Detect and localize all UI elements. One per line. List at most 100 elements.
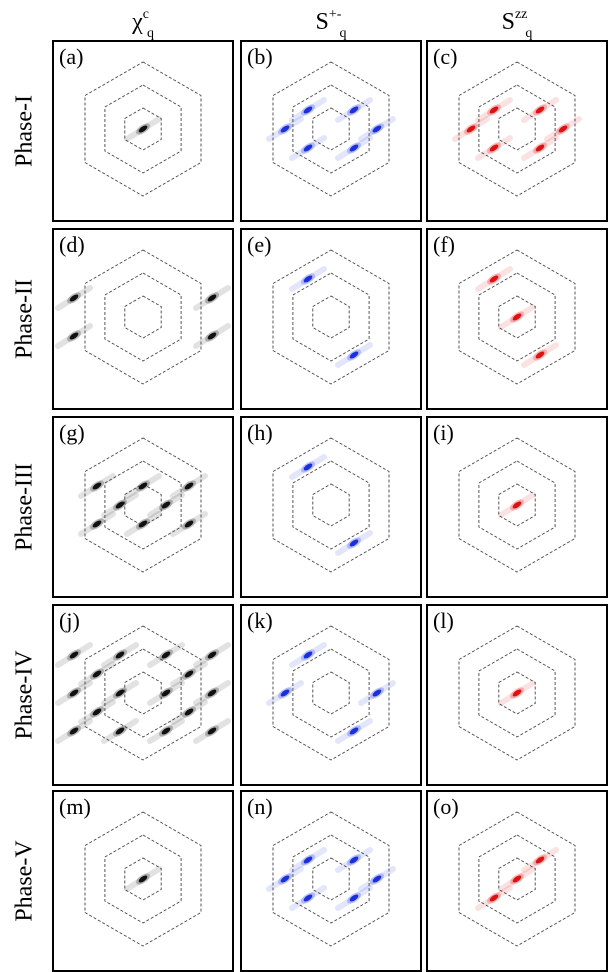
brillouin-zone-hexagon-3: [84, 61, 202, 197]
peak: [303, 651, 313, 659]
panel-k: (k): [240, 604, 422, 786]
structure-factor-plot: [452, 61, 582, 197]
brillouin-zone-hexagon-2: [478, 84, 556, 174]
brillouin-zone-hexagon-1: [498, 483, 536, 527]
peak: [535, 351, 545, 359]
structure-factor-plot: [84, 61, 202, 197]
structure-factor-plot: [84, 811, 202, 947]
peak: [115, 727, 125, 735]
brillouin-zone-hexagon-1: [312, 295, 350, 339]
panel-f: (f): [426, 228, 608, 410]
brillouin-zone-hexagon-2: [104, 272, 182, 362]
peak: [535, 144, 545, 152]
brillouin-zone-hexagon-3: [272, 61, 390, 197]
peak: [92, 670, 102, 678]
brillouin-zone-hexagon-1: [498, 295, 536, 339]
brillouin-zone-hexagon-2: [292, 272, 370, 362]
structure-factor-plot: [266, 625, 396, 761]
peak: [207, 651, 217, 659]
peak: [466, 125, 476, 133]
peak: [558, 125, 568, 133]
peak: [303, 894, 313, 902]
peak: [138, 875, 148, 883]
brillouin-zone-hexagon-1: [312, 107, 350, 151]
peak: [207, 727, 217, 735]
row-label-phase-2: Phase-II: [11, 279, 38, 359]
peak: [280, 689, 290, 697]
panel-e: (e): [240, 228, 422, 410]
peak: [349, 856, 359, 864]
structure-factor-plot: [272, 437, 390, 573]
panel-label: (e): [247, 232, 272, 257]
peak: [161, 651, 171, 659]
panel-label: (d): [59, 232, 85, 257]
peak: [92, 708, 102, 716]
brillouin-zone-hexagon-2: [478, 460, 556, 550]
peak: [349, 351, 359, 359]
peak: [303, 463, 313, 471]
panel-label: (j): [59, 608, 80, 633]
row-label-phase-1: Phase-I: [11, 95, 38, 167]
structure-factor-plot: [458, 437, 576, 573]
brillouin-zone-hexagon-3: [272, 437, 390, 573]
peak: [69, 332, 79, 340]
structure-factor-plot: [266, 61, 396, 197]
column-header-spin-zz: Szzq: [501, 7, 533, 41]
panel-j: (j): [52, 604, 234, 786]
peak: [303, 856, 313, 864]
peak: [349, 727, 359, 735]
structure-factor-plot: [266, 811, 396, 947]
panel-i: (i): [426, 416, 608, 598]
brillouin-zone-hexagon-3: [272, 811, 390, 947]
peak: [184, 708, 194, 716]
panel-d: (d): [52, 228, 234, 410]
peak: [489, 894, 499, 902]
row-label-phase-5: Phase-V: [11, 840, 38, 922]
peak: [489, 106, 499, 114]
peak: [138, 482, 148, 490]
panel-label: (l): [433, 608, 454, 633]
brillouin-zone-hexagon-1: [498, 857, 536, 901]
peak: [372, 125, 382, 133]
brillouin-zone-hexagon-1: [124, 857, 162, 901]
brillouin-zone-hexagon-3: [458, 625, 576, 761]
structure-factor-plot: [458, 249, 576, 385]
peak: [349, 894, 359, 902]
brillouin-zone-hexagon-3: [272, 625, 390, 761]
brillouin-zone-hexagon-3: [84, 249, 202, 385]
peak: [69, 689, 79, 697]
brillouin-zone-hexagon-2: [292, 834, 370, 924]
structure-factor-plot: [458, 811, 576, 947]
peak: [184, 482, 194, 490]
brillouin-zone-hexagon-1: [312, 857, 350, 901]
peak: [512, 313, 522, 321]
peak: [349, 106, 359, 114]
panel-b: (b): [240, 40, 422, 222]
peak: [115, 651, 125, 659]
brillouin-zone-hexagon-3: [84, 437, 202, 573]
peak: [92, 520, 102, 528]
peak: [280, 875, 290, 883]
panel-o: (o): [426, 790, 608, 972]
peak: [207, 294, 217, 302]
peak: [372, 875, 382, 883]
peak: [489, 275, 499, 283]
brillouin-zone-hexagon-2: [478, 272, 556, 362]
panel-label: (g): [59, 420, 85, 445]
peak: [161, 501, 171, 509]
panel-label: (m): [59, 794, 91, 819]
peak: [161, 727, 171, 735]
panel-label: (o): [433, 794, 459, 819]
brillouin-zone-hexagon-2: [478, 834, 556, 924]
brillouin-zone-hexagon-2: [478, 648, 556, 738]
brillouin-zone-hexagon-3: [84, 811, 202, 947]
brillouin-zone-hexagon-1: [498, 671, 536, 715]
peak: [69, 294, 79, 302]
peak: [138, 125, 148, 133]
peak: [349, 539, 359, 547]
peak: [489, 144, 499, 152]
panel-c: (c): [426, 40, 608, 222]
brillouin-zone-hexagon-2: [292, 84, 370, 174]
peak: [512, 689, 522, 697]
peak: [280, 125, 290, 133]
